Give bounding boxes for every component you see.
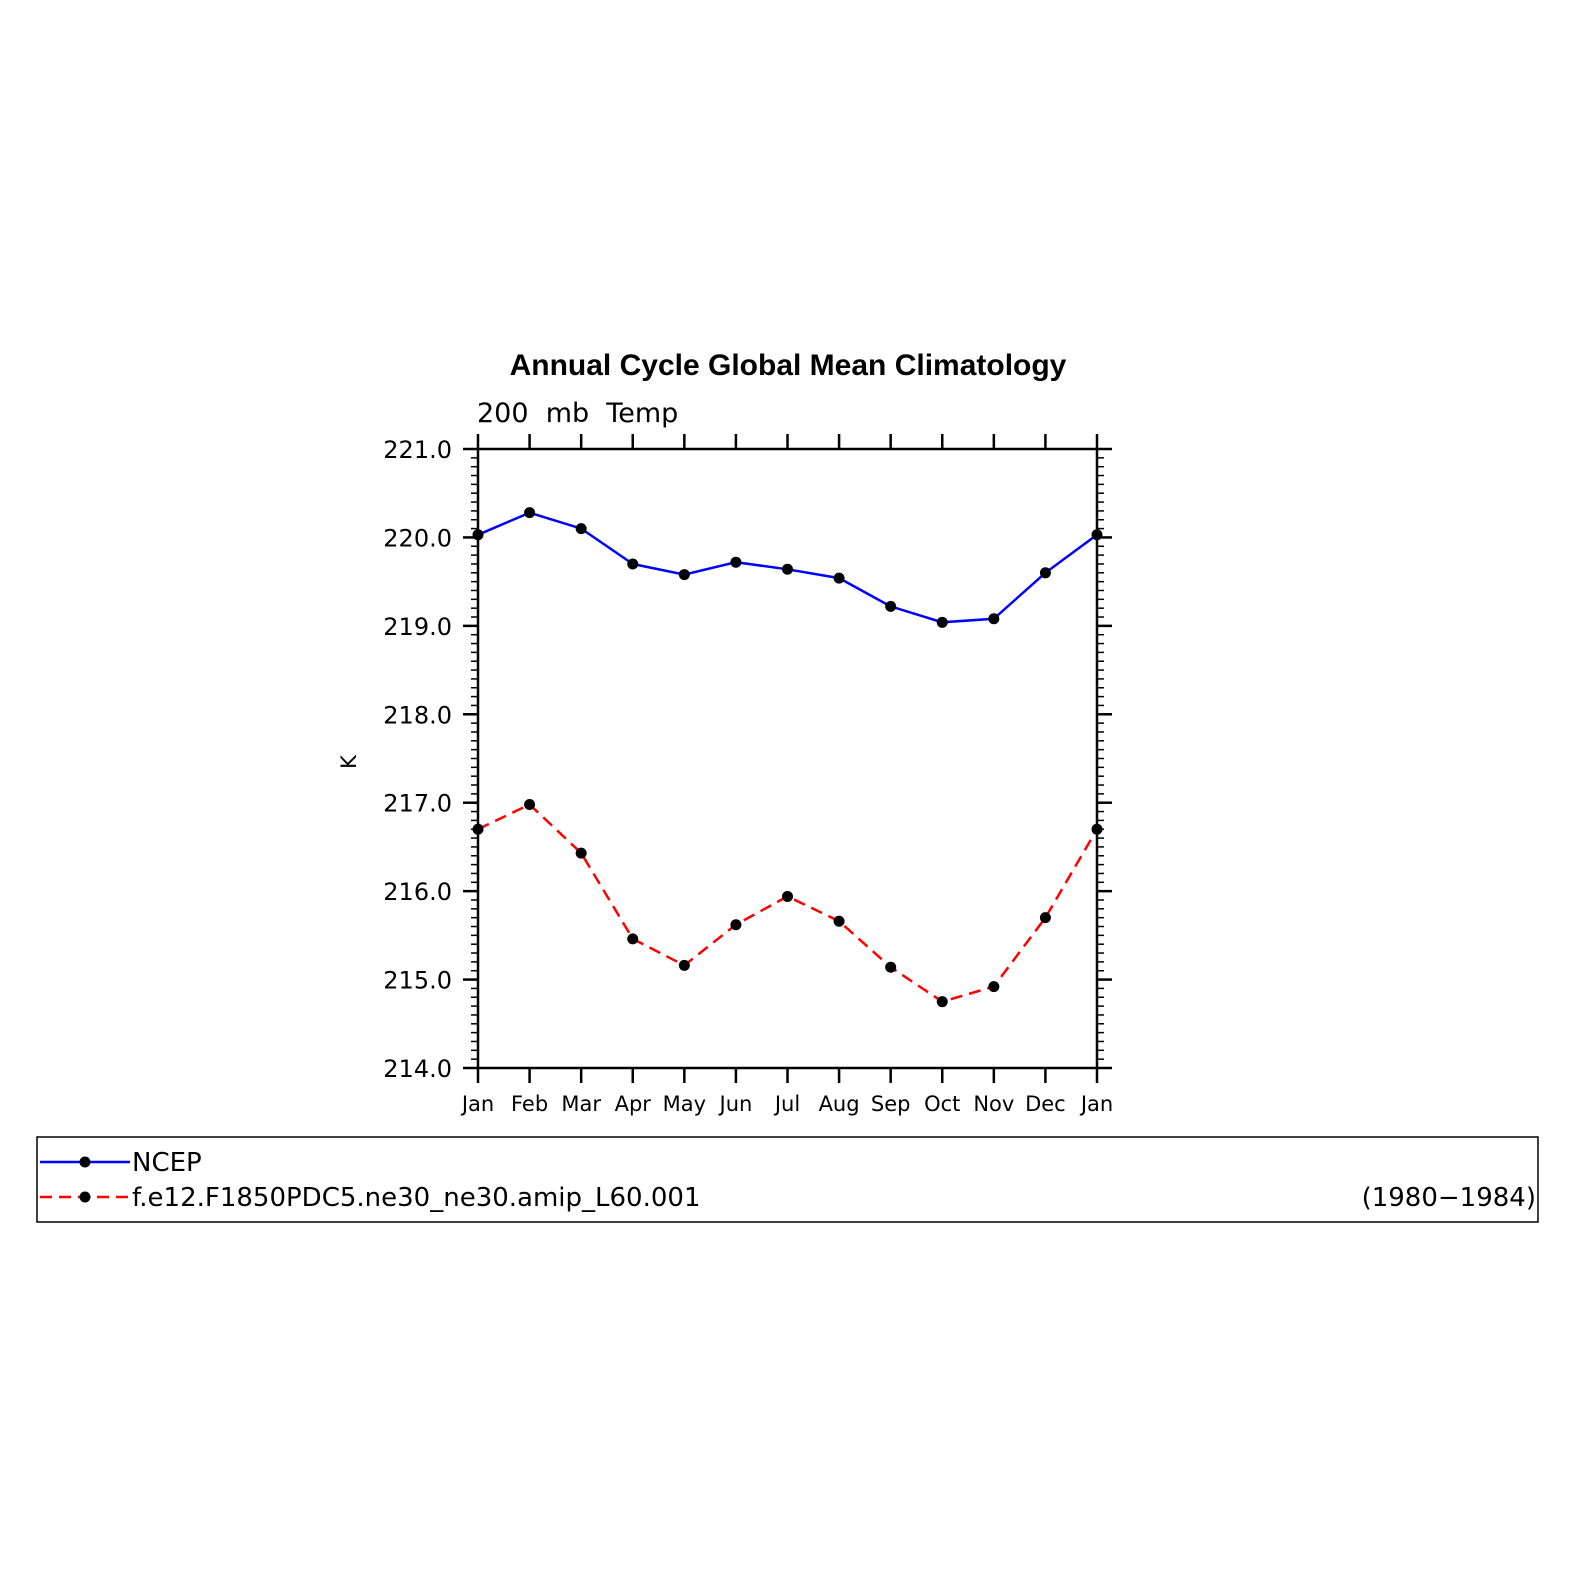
legend-box: [36, 1136, 1539, 1223]
series-2-point: [936, 996, 948, 1008]
chart-title: Annual Cycle Global Mean Climatology: [510, 349, 1067, 382]
series-2-point: [678, 959, 690, 971]
y-tick-label: 221.0: [383, 436, 452, 464]
series-1-point: [1039, 567, 1051, 579]
plot-frame: [476, 447, 1099, 1070]
series-2-point: [627, 933, 639, 945]
series-2-point: [524, 798, 536, 810]
series-2-point: [730, 919, 742, 931]
series-2-point: [575, 847, 587, 859]
legend-annotation: (1980−1984): [1362, 1183, 1536, 1213]
series-1-point: [678, 569, 690, 581]
x-tick-label: Jan: [460, 1092, 494, 1116]
legend-marker-1: [79, 1156, 91, 1168]
series-2-point: [988, 981, 1000, 993]
series-2-point: [782, 890, 793, 902]
legend: NCEP f.e12.F1850PDC5.ne30_ne30.amip_L60.0…: [40, 1148, 700, 1213]
series-1-point: [524, 507, 536, 519]
series-line-2: [477, 803, 1099, 1004]
x-tick-label: May: [663, 1092, 706, 1116]
x-tick-label: Sep: [871, 1092, 911, 1116]
y-tick-label: 215.0: [383, 967, 452, 995]
chart-subtitle: 200 mb Temp: [477, 398, 678, 429]
x-tick-label: Jul: [773, 1092, 800, 1116]
y-tick-label: 214.0: [383, 1055, 452, 1083]
x-tick-label: Dec: [1025, 1092, 1066, 1116]
series-2-point: [472, 823, 484, 835]
y-tick-label: 220.0: [383, 524, 452, 552]
series-1-point: [833, 572, 845, 584]
axes: 214.0 215.0 216.0 217.0 218.0 219.0 220.0 221.0…: [383, 434, 1113, 1116]
legend-label-2: f.e12.F1850PDC5.ne30_ne30.amip_L60.001: [132, 1183, 700, 1213]
x-tick-label: Apr: [615, 1092, 652, 1116]
y-axis-label: K: [337, 754, 361, 769]
series-1-point: [472, 529, 484, 541]
series-2-point: [1091, 823, 1103, 835]
series-1-point: [627, 558, 639, 570]
x-tick-label: Jun: [718, 1092, 753, 1116]
series-1-point: [885, 600, 897, 612]
x-tick-label: Oct: [924, 1092, 960, 1116]
x-tick-label: Nov: [973, 1092, 1014, 1116]
series-2-point: [1039, 912, 1051, 924]
series-1-point: [1091, 529, 1103, 541]
legend-label-1: NCEP: [132, 1148, 202, 1178]
y-tick-label: 219.0: [383, 613, 452, 641]
series-1-point: [988, 613, 1000, 625]
legend-marker-2: [79, 1191, 91, 1203]
series-1-point: [730, 556, 742, 568]
y-tick-label: 217.0: [383, 790, 452, 818]
series-1-point: [936, 616, 948, 628]
series-1-point: [575, 523, 587, 535]
series-2-point: [833, 915, 845, 927]
y-tick-label: 218.0: [383, 701, 452, 729]
plot-area: [472, 507, 1103, 1008]
y-tick-label: 216.0: [383, 878, 452, 906]
x-tick-label: Mar: [561, 1092, 601, 1116]
x-tick-label: Feb: [511, 1092, 548, 1116]
x-tick-label: Aug: [819, 1092, 860, 1116]
x-tick-label: Jan: [1079, 1092, 1113, 1116]
series-2-point: [885, 961, 897, 973]
series-1-point: [782, 563, 793, 575]
